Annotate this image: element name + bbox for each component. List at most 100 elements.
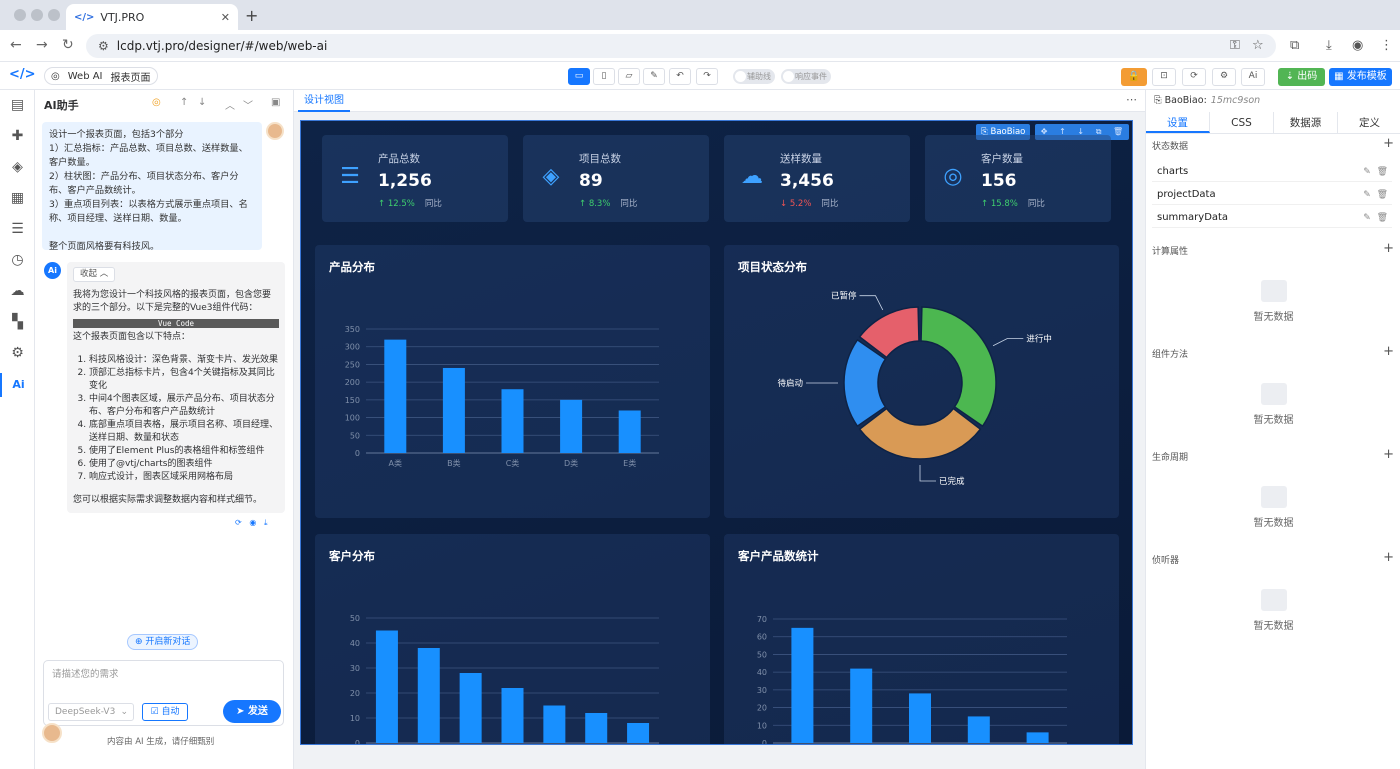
label-line (992, 338, 1024, 347)
history-icon[interactable]: ◷ (11, 252, 24, 268)
apps-grid-icon[interactable]: ▚ (12, 314, 23, 330)
empty-box-icon (1260, 280, 1287, 302)
me-avatar[interactable] (42, 723, 62, 743)
reload-icon[interactable]: ↻ (62, 37, 74, 53)
dashboard-root[interactable]: ⎘ BaoBiao ✥ ↑ ↓ ⧉ 🗑 ☰ 产品总数 1,256 ↑ 12.5%… (300, 120, 1133, 745)
move-down-icon[interactable]: ↓ (1077, 127, 1085, 136)
publish-template-label: 发布模板 (1346, 71, 1387, 82)
guides-toggle-label: 辅助线 (747, 72, 771, 81)
preview-eye-icon[interactable]: ◉ (249, 518, 257, 527)
redo-button[interactable]: ↷ (696, 68, 718, 85)
card-label: 产品总数 (378, 153, 420, 165)
delete-icon[interactable]: 🗑 (1376, 190, 1388, 200)
page-breadcrumb[interactable]: ◎ Web AI 报表页面 (44, 67, 158, 85)
retry-icon[interactable]: ⟳ (235, 518, 242, 527)
tab-definition[interactable]: 定义 (1359, 117, 1380, 129)
site-info-icon[interactable]: ⚙ (98, 39, 109, 53)
bookmark-star-icon[interactable]: ☆ (1252, 38, 1264, 53)
publish-template-button[interactable]: ▦ 发布模板 (1329, 68, 1392, 86)
edit-icon[interactable]: ✎ (1363, 213, 1371, 223)
browser-tab[interactable]: </> VTJ.PRO ✕ (66, 4, 238, 30)
preview-button[interactable]: ⊡ (1152, 68, 1176, 86)
scroll-up-icon[interactable]: ↑ (180, 97, 189, 108)
scroll-down-icon[interactable]: ↓ (198, 97, 207, 108)
add-state-icon[interactable]: + (1383, 136, 1394, 151)
events-toggle[interactable]: 响应事件 (781, 69, 831, 84)
add-computed-icon[interactable]: + (1383, 241, 1394, 256)
profile-icon[interactable]: ◉ (1352, 38, 1364, 53)
delete-icon[interactable]: 🗑 (1376, 167, 1388, 177)
add-watcher-icon[interactable]: + (1383, 550, 1394, 565)
settings-gear-icon[interactable]: ⚙ (11, 345, 24, 361)
code-block[interactable]: Vue Code (73, 319, 279, 328)
key-icon[interactable]: ⚿ (1230, 38, 1240, 53)
publish-code-button[interactable]: ⇣ 出码 (1278, 68, 1325, 86)
next-icon[interactable]: ﹀ (243, 101, 253, 112)
guides-toggle[interactable]: 辅助线 (733, 69, 775, 84)
mobile-view-button[interactable]: ▯ (593, 68, 615, 85)
new-chat-button[interactable]: ⊕ 开启新对话 (127, 634, 199, 650)
tab-css[interactable]: CSS (1210, 112, 1274, 133)
tab-design-view[interactable]: 设计视图 (298, 90, 350, 112)
bar (909, 693, 931, 743)
add-method-icon[interactable]: + (1383, 344, 1394, 359)
selected-component-tag[interactable]: ⎘ BaoBiao (976, 124, 1031, 140)
outline-tree-icon[interactable]: ☰ (11, 221, 24, 237)
edit-icon[interactable]: ✎ (1363, 190, 1371, 200)
add-lifecycle-icon[interactable]: + (1383, 447, 1394, 462)
collapse-button[interactable]: 收起 ︿ (73, 267, 116, 282)
more-icon[interactable]: ⋯ (1126, 93, 1137, 106)
prev-icon[interactable]: ︿ (225, 101, 235, 112)
cloud-icon[interactable]: ☁ (10, 283, 25, 299)
undo-button[interactable]: ↶ (669, 68, 691, 85)
y-tick-label: 0 (355, 739, 360, 745)
window-maximize-dot[interactable] (48, 9, 60, 21)
trend-label: 同比 (1027, 199, 1045, 209)
forward-icon[interactable]: → (36, 37, 48, 53)
window-minimize-dot[interactable] (31, 9, 43, 21)
extensions-icon[interactable]: ⧉ (1290, 38, 1300, 53)
copy-icon[interactable]: ⧉ (1095, 127, 1102, 136)
move-icon[interactable]: ✥ (1040, 127, 1048, 136)
refresh-button[interactable]: ⟳ (1182, 68, 1206, 86)
lock-button[interactable]: 🔒 (1121, 68, 1147, 86)
x-tick-label: D类 (564, 458, 578, 468)
desktop-view-button[interactable]: ▭ (568, 68, 590, 85)
move-up-icon[interactable]: ↑ (1059, 127, 1066, 136)
new-tab-icon[interactable]: + (245, 6, 259, 25)
download-icon[interactable]: ⤓ (1326, 38, 1332, 53)
send-button[interactable]: ➤ 发送 (223, 700, 281, 723)
tab-datasource[interactable]: 数据源 (1274, 112, 1338, 133)
pie-slice (920, 306, 997, 428)
delete-icon[interactable]: 🗑 (1113, 127, 1124, 136)
list-item[interactable]: projectData ✎ 🗑 (1152, 185, 1392, 205)
edit-pen-button[interactable]: ✎ (643, 68, 665, 85)
blocks-cube-icon[interactable]: ◈ (12, 159, 23, 175)
prompt-input-box[interactable]: 请描述您的需求 DeepSeek-V3 ⌄ ☑ 自动 ➤ 发送 (43, 660, 284, 726)
list-item[interactable]: charts ✎ 🗑 (1152, 162, 1392, 182)
tablet-view-button[interactable]: ▱ (618, 68, 640, 85)
settings-button[interactable]: ⚙ (1212, 68, 1236, 86)
layout-icon[interactable]: ▦ (10, 190, 25, 206)
edit-icon[interactable]: ✎ (1363, 167, 1371, 177)
history-list-icon[interactable]: ▣ (271, 97, 281, 108)
ai-assistant-icon[interactable]: Ai (0, 373, 35, 397)
chevron-down-icon: ⌄ (120, 707, 128, 717)
tips-icon[interactable]: ◎ (152, 97, 161, 108)
model-select[interactable]: DeepSeek-V3 ⌄ (48, 703, 134, 721)
url-field[interactable]: ⚙ lcdp.vtj.pro/designer/#/web/web-ai (86, 34, 1276, 58)
back-icon[interactable]: ← (10, 37, 22, 53)
close-tab-icon[interactable]: ✕ (220, 10, 230, 24)
auto-checkbox[interactable]: ☑ 自动 (142, 703, 188, 721)
trend-label: 同比 (620, 199, 638, 209)
ai-button[interactable]: Ai (1241, 68, 1265, 86)
components-puzzle-icon[interactable]: ✚ (11, 128, 24, 144)
tab-settings[interactable]: 设置 (1146, 112, 1210, 133)
apply-download-icon[interactable]: ⤓ (263, 518, 268, 527)
delete-icon[interactable]: 🗑 (1376, 213, 1388, 223)
list-item[interactable]: summaryData ✎ 🗑 (1152, 208, 1392, 228)
pages-icon[interactable]: ▤ (10, 97, 25, 113)
menu-kebab-icon[interactable]: ⋮ (1380, 38, 1393, 53)
y-tick-label: 350 (345, 325, 360, 334)
window-close-dot[interactable] (14, 9, 26, 21)
